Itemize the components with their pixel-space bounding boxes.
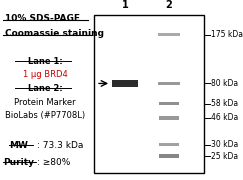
- Bar: [159, 102, 179, 105]
- Text: Protein Marker: Protein Marker: [14, 98, 76, 107]
- Text: Lane 2:: Lane 2:: [28, 84, 62, 93]
- Text: 1 μg BRD4: 1 μg BRD4: [23, 70, 68, 79]
- Bar: [112, 80, 138, 87]
- Text: 2: 2: [166, 0, 173, 10]
- Bar: [159, 143, 179, 146]
- Text: 10% SDS-PAGE: 10% SDS-PAGE: [5, 14, 80, 23]
- Text: 80 kDa: 80 kDa: [211, 79, 238, 88]
- Text: BioLabs (#P7708L): BioLabs (#P7708L): [5, 111, 85, 120]
- Bar: [159, 116, 179, 120]
- Text: 58 kDa: 58 kDa: [211, 99, 238, 108]
- Text: 46 kDa: 46 kDa: [211, 114, 238, 123]
- Text: Lane 1:: Lane 1:: [28, 57, 62, 66]
- Text: 30 kDa: 30 kDa: [211, 140, 238, 149]
- Text: Coomassie staining: Coomassie staining: [5, 29, 104, 38]
- Text: : ≥80%: : ≥80%: [37, 158, 70, 167]
- Text: 25 kDa: 25 kDa: [211, 152, 238, 161]
- Bar: [158, 33, 180, 37]
- Text: Purity: Purity: [3, 158, 34, 167]
- Text: 175 kDa: 175 kDa: [211, 30, 243, 39]
- Text: MW: MW: [9, 141, 28, 150]
- Text: 1: 1: [122, 0, 128, 10]
- Bar: [159, 154, 179, 158]
- Bar: [158, 82, 180, 85]
- Text: : 73.3 kDa: : 73.3 kDa: [37, 141, 83, 150]
